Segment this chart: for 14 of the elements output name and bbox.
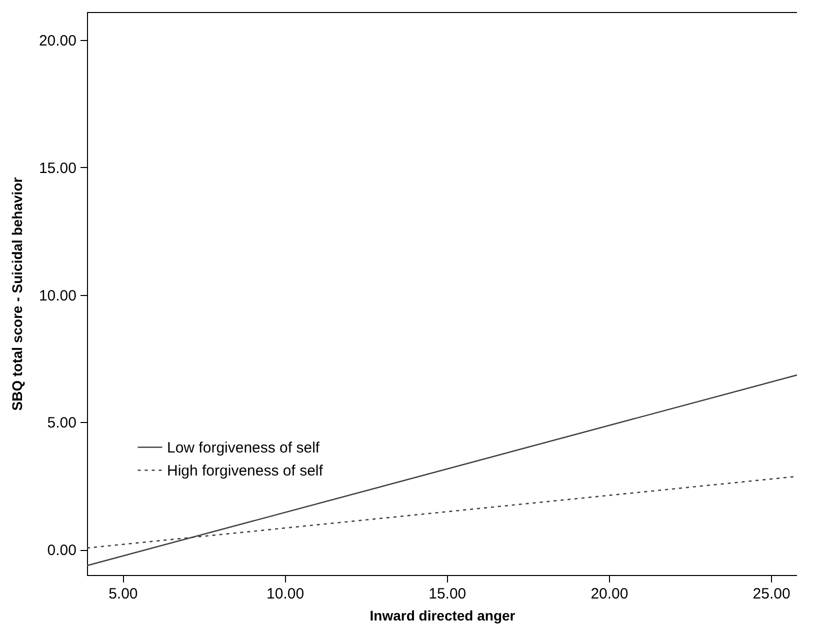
x-tick-label: 5.00 bbox=[108, 586, 138, 602]
x-axis-title: Inward directed anger bbox=[370, 608, 516, 624]
y-tick-label: 10.00 bbox=[38, 287, 76, 304]
y-tick-label: 20.00 bbox=[38, 32, 76, 50]
y-tick-label: 5.00 bbox=[47, 414, 76, 432]
legend-label: High forgiveness of self bbox=[167, 462, 324, 480]
x-tick-label: 20.00 bbox=[590, 586, 628, 602]
x-tick-label: 10.00 bbox=[266, 586, 304, 602]
x-tick-label: 25.00 bbox=[752, 586, 790, 602]
x-tick-label: 15.00 bbox=[428, 586, 466, 602]
y-tick-label: 0.00 bbox=[47, 542, 76, 560]
y-axis-title: SBQ total score - Suicidal behavior bbox=[8, 176, 25, 411]
legend-label: Low forgiveness of self bbox=[167, 439, 320, 456]
y-tick-label: 15.00 bbox=[38, 160, 76, 177]
